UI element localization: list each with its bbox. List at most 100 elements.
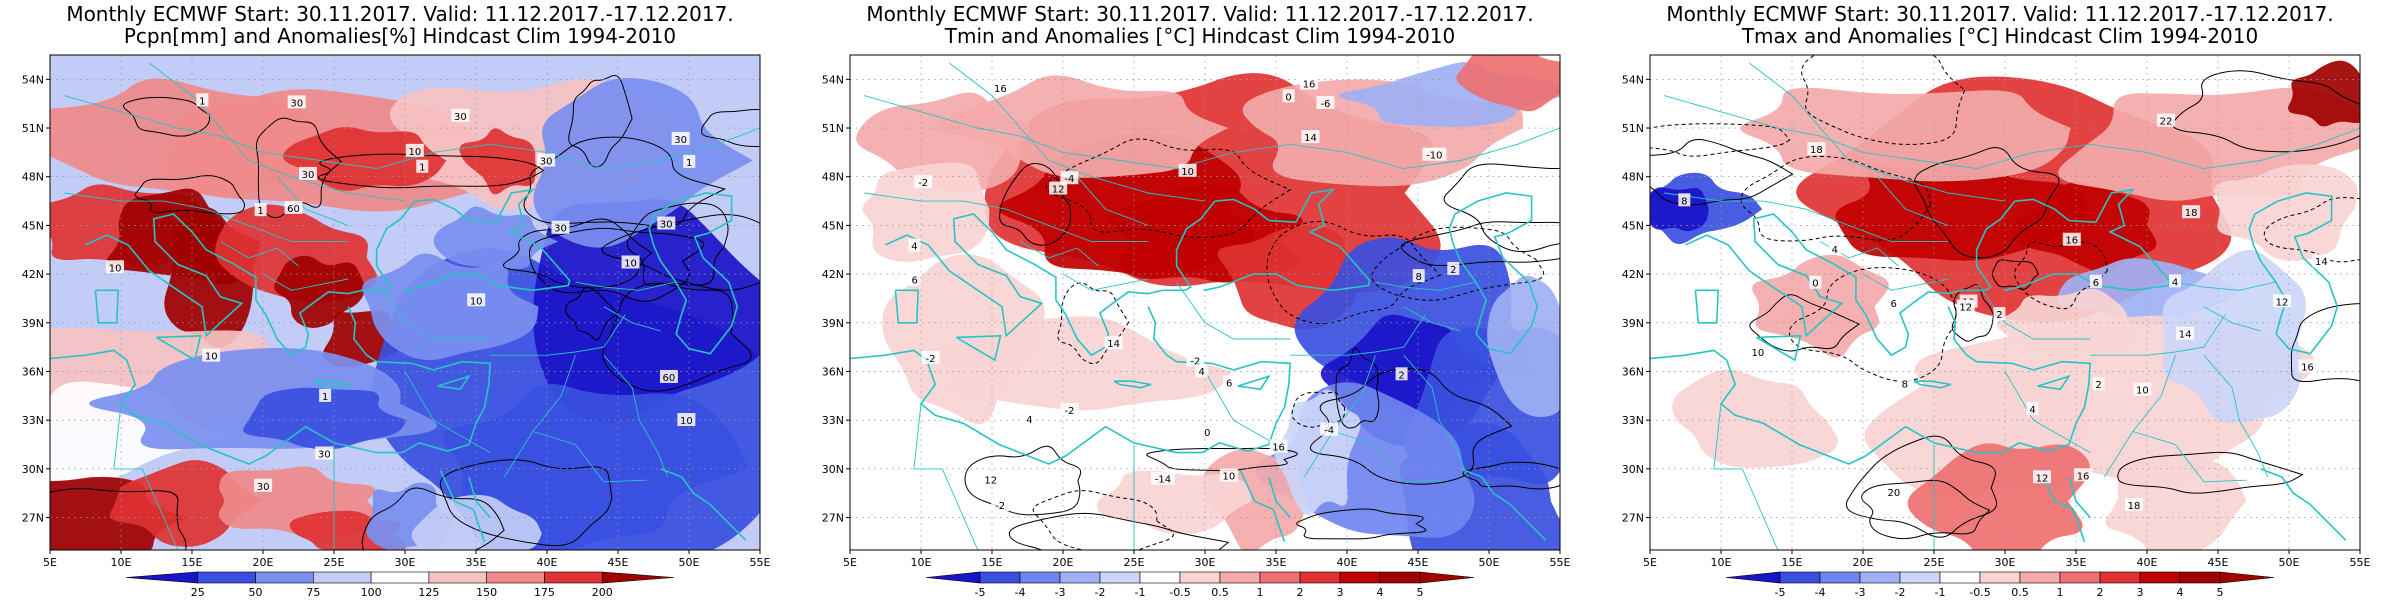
contour-label: 16 bbox=[1272, 443, 1285, 454]
country-border bbox=[64, 192, 349, 243]
colorbar-tick-label: -1 bbox=[1135, 586, 1146, 599]
country-border bbox=[575, 281, 675, 291]
colorbar-segment bbox=[370, 571, 430, 584]
lat-tick-label: 30N bbox=[22, 463, 44, 476]
country-border bbox=[2104, 355, 2176, 478]
lat-tick-label: 39N bbox=[1622, 317, 1644, 330]
colorbar-segment bbox=[2179, 571, 2221, 584]
lon-tick-label: 30E bbox=[1995, 556, 2016, 569]
contour-label: 12 bbox=[984, 476, 997, 487]
contour-line bbox=[1008, 512, 1230, 550]
panel-title-line2: Tmax and Anomalies [°C] Hindcast Clim 19… bbox=[1741, 24, 2259, 48]
contour-label-bg bbox=[2169, 274, 2182, 288]
contour-line bbox=[2117, 451, 2304, 494]
colorbar-tick-label: 125 bbox=[418, 586, 439, 599]
country-border bbox=[64, 95, 760, 170]
contour-label: 4 bbox=[911, 241, 917, 252]
contour-label-bg bbox=[1195, 364, 1208, 378]
contour-label: 10 bbox=[1181, 167, 1194, 178]
contour-line bbox=[50, 488, 187, 550]
contour-label: -14 bbox=[1155, 475, 1171, 486]
coastline bbox=[1460, 468, 1547, 541]
contour-label-bg bbox=[1956, 299, 1975, 313]
contour-label-bg bbox=[908, 272, 921, 286]
contour-label: 30 bbox=[674, 135, 687, 146]
contour-label-bg bbox=[1269, 439, 1288, 453]
country-border bbox=[1290, 314, 1426, 356]
colorbar-tick-label: 2 bbox=[2097, 586, 2104, 599]
contour-label: -2 bbox=[918, 178, 928, 189]
contour-label: 8 bbox=[1902, 379, 1908, 390]
contour-label-bg bbox=[284, 200, 303, 214]
colorbar-tick-label: 0.5 bbox=[2011, 586, 2029, 599]
anomaly-shading bbox=[2162, 250, 2307, 424]
colorbar-segment bbox=[1259, 571, 1301, 584]
lat-tick-label: 30N bbox=[822, 463, 844, 476]
contour-label-bg bbox=[1884, 484, 1903, 498]
coastline bbox=[1237, 374, 1271, 391]
coastline bbox=[648, 192, 739, 355]
contour-line bbox=[1650, 123, 1791, 157]
colorbar-tick-label: 2 bbox=[1297, 586, 1304, 599]
contour-line bbox=[565, 286, 618, 341]
contour-label-bg bbox=[1104, 336, 1123, 350]
contour-label: 4 bbox=[1026, 415, 1032, 426]
colorbar-segment bbox=[125, 571, 199, 584]
colorbar-tick-label: 1 bbox=[1257, 586, 1264, 599]
contour-label-bg bbox=[1809, 275, 1822, 289]
country-border bbox=[490, 314, 626, 356]
lat-tick-label: 39N bbox=[22, 317, 44, 330]
lat-tick-label: 27N bbox=[822, 512, 844, 525]
country-border bbox=[1020, 241, 1099, 267]
contour-label-bg bbox=[1447, 261, 1460, 275]
contour-label: 0 bbox=[1204, 428, 1210, 439]
contour-line bbox=[601, 214, 760, 291]
contour-line bbox=[1045, 138, 1292, 238]
contour-line bbox=[1749, 294, 1860, 352]
panel-title-line2: Tmin and Anomalies [°C] Hindcast Clim 19… bbox=[944, 24, 1456, 48]
contour-label: 1 bbox=[199, 96, 205, 107]
lat-tick-label: 54N bbox=[822, 73, 844, 86]
colorbar-segment bbox=[1819, 571, 1861, 584]
contour-label-bg bbox=[299, 166, 318, 180]
contour-label: 30 bbox=[660, 220, 673, 231]
contour-label-bg bbox=[2156, 113, 2175, 127]
coastline bbox=[1694, 289, 1720, 324]
contour-label-bg bbox=[2074, 468, 2093, 482]
lat-tick-label: 45N bbox=[822, 219, 844, 232]
coastline bbox=[156, 334, 202, 362]
colorbar-tick-label: 100 bbox=[361, 586, 382, 599]
contour-line bbox=[439, 459, 613, 547]
contour-label-bg bbox=[1060, 171, 1079, 185]
colorbar-segment bbox=[1419, 571, 1475, 584]
lon-tick-label: 45E bbox=[608, 556, 629, 569]
contour-label-bg bbox=[1316, 96, 1335, 110]
contour-line bbox=[1914, 147, 2060, 259]
contour-label-bg bbox=[2125, 497, 2144, 511]
contour-label-bg bbox=[1395, 367, 1408, 381]
contour-label: 2 bbox=[2095, 380, 2101, 391]
colorbar-segment bbox=[1179, 571, 1221, 584]
contour-label-bg bbox=[659, 369, 678, 383]
lon-tick-label: 40E bbox=[1337, 556, 1358, 569]
contour-label: 22 bbox=[2160, 117, 2173, 128]
coastline bbox=[956, 334, 1002, 362]
country-border bbox=[149, 62, 406, 202]
lat-tick-label: 27N bbox=[1622, 512, 1644, 525]
anomaly-shading bbox=[862, 162, 990, 262]
contour-label: 12 bbox=[2276, 297, 2289, 308]
contour-label-bg bbox=[315, 446, 334, 460]
contour-line bbox=[1146, 447, 1298, 472]
anomaly-shading bbox=[362, 253, 539, 361]
contour-line bbox=[1266, 220, 1442, 325]
country-border bbox=[913, 403, 979, 550]
country-border bbox=[864, 192, 1149, 243]
contour-label-bg bbox=[1678, 193, 1691, 207]
lon-tick-label: 5E bbox=[43, 556, 57, 569]
colorbar-segment bbox=[544, 571, 603, 584]
contour-line bbox=[1991, 259, 2039, 291]
contour-label: -2 bbox=[1190, 357, 1200, 368]
contour-line bbox=[523, 136, 727, 228]
contour-label-bg bbox=[467, 293, 486, 307]
contour-label: -6 bbox=[1320, 99, 1330, 110]
